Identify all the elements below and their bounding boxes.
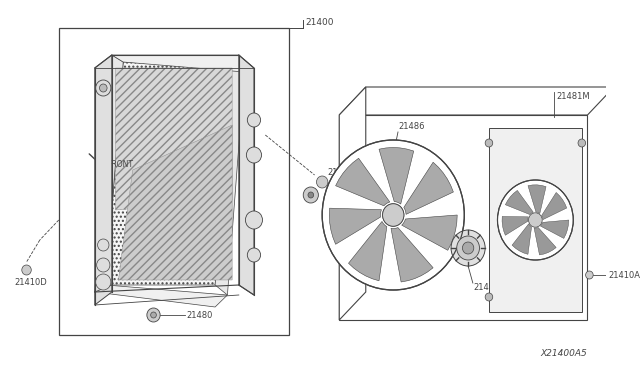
- Text: 21410A: 21410A: [609, 271, 640, 280]
- Circle shape: [497, 180, 573, 260]
- Polygon shape: [506, 190, 533, 215]
- Polygon shape: [534, 227, 556, 255]
- Text: 21480: 21480: [187, 311, 213, 320]
- Circle shape: [96, 274, 111, 290]
- Polygon shape: [339, 87, 366, 320]
- Circle shape: [98, 239, 109, 251]
- Circle shape: [578, 139, 586, 147]
- Text: 21410D: 21410D: [327, 168, 360, 177]
- Polygon shape: [404, 162, 453, 214]
- Circle shape: [317, 176, 328, 188]
- Circle shape: [485, 139, 493, 147]
- Polygon shape: [540, 220, 569, 238]
- Circle shape: [529, 213, 542, 227]
- Circle shape: [247, 248, 260, 262]
- Circle shape: [383, 204, 404, 226]
- Polygon shape: [239, 55, 254, 295]
- Circle shape: [247, 113, 260, 127]
- Circle shape: [463, 242, 474, 254]
- Polygon shape: [379, 148, 413, 204]
- Polygon shape: [59, 28, 289, 335]
- Polygon shape: [489, 128, 582, 312]
- Circle shape: [451, 230, 485, 266]
- Polygon shape: [112, 55, 244, 72]
- Polygon shape: [528, 185, 546, 214]
- Polygon shape: [95, 285, 227, 307]
- Polygon shape: [95, 55, 123, 292]
- Polygon shape: [116, 68, 232, 210]
- Text: 21410B: 21410B: [329, 230, 361, 239]
- Polygon shape: [106, 62, 232, 285]
- Polygon shape: [391, 228, 433, 282]
- Polygon shape: [402, 215, 457, 250]
- Polygon shape: [215, 62, 244, 295]
- Circle shape: [97, 258, 110, 272]
- Circle shape: [485, 293, 493, 301]
- Circle shape: [246, 147, 262, 163]
- Circle shape: [22, 265, 31, 275]
- Circle shape: [586, 271, 593, 279]
- Polygon shape: [118, 125, 232, 280]
- Text: 21486: 21486: [398, 122, 424, 131]
- Polygon shape: [502, 217, 529, 235]
- Circle shape: [322, 140, 464, 290]
- Polygon shape: [339, 115, 588, 320]
- Text: 21481M: 21481M: [556, 92, 590, 101]
- Polygon shape: [541, 192, 567, 219]
- Circle shape: [457, 236, 479, 260]
- Text: 21407: 21407: [474, 283, 500, 292]
- Polygon shape: [512, 224, 532, 254]
- Circle shape: [150, 312, 156, 318]
- Polygon shape: [330, 208, 381, 244]
- Text: 21400: 21400: [305, 18, 333, 27]
- Circle shape: [245, 211, 262, 229]
- Circle shape: [96, 80, 111, 96]
- Polygon shape: [349, 221, 387, 281]
- Circle shape: [147, 308, 160, 322]
- Circle shape: [383, 204, 404, 226]
- Polygon shape: [95, 55, 112, 305]
- Circle shape: [99, 84, 107, 92]
- Polygon shape: [339, 87, 614, 115]
- Text: 21410D: 21410D: [14, 278, 47, 287]
- Text: FRONT: FRONT: [107, 160, 133, 169]
- Circle shape: [308, 192, 314, 198]
- Text: X21400A5: X21400A5: [541, 349, 588, 358]
- Polygon shape: [335, 158, 390, 206]
- Circle shape: [303, 187, 318, 203]
